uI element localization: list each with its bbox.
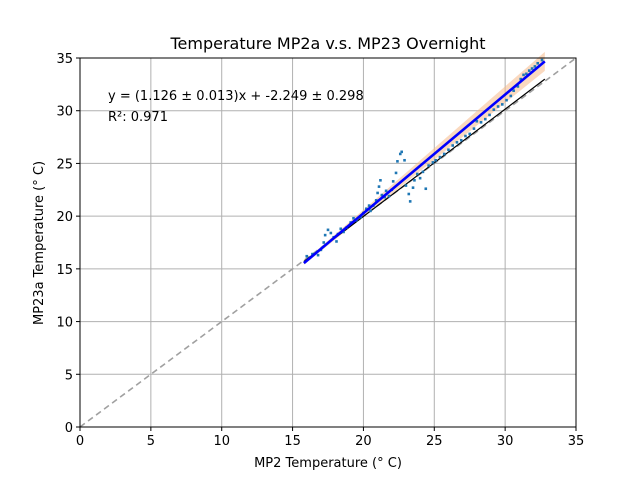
data-point — [459, 138, 463, 142]
plot-frame — [79, 57, 577, 428]
data-point — [323, 233, 327, 237]
data-point — [384, 189, 388, 193]
y-tick-label: 20 — [56, 210, 73, 225]
data-point — [387, 194, 391, 198]
x-tick-label: 20 — [355, 434, 372, 449]
data-point — [522, 73, 525, 77]
x-tick-label: 5 — [147, 434, 155, 449]
data-point — [447, 148, 450, 152]
y-axis-ticks: 0 5 10 15 20 25 30 35 — [56, 52, 80, 436]
data-point — [505, 98, 508, 102]
data-point — [509, 94, 513, 98]
data-point — [326, 228, 330, 232]
y-tick-label: 15 — [56, 263, 73, 278]
data-point — [472, 127, 476, 130]
data-point — [403, 158, 406, 162]
data-point — [352, 216, 355, 220]
x-axis-ticks: 0 5 10 15 20 25 30 35 — [76, 427, 584, 449]
data-point — [438, 155, 442, 159]
data-point — [379, 178, 382, 182]
data-point — [380, 193, 384, 197]
data-point — [519, 77, 523, 81]
data-point — [311, 252, 314, 256]
grid-lines — [79, 57, 577, 428]
data-point — [411, 186, 415, 189]
data-point — [398, 152, 402, 156]
data-point — [305, 254, 309, 258]
data-point — [400, 150, 403, 154]
data-point — [413, 178, 416, 182]
data-point — [484, 117, 487, 121]
y-tick-label: 25 — [56, 157, 73, 172]
data-point — [316, 253, 320, 257]
fit-line-segment — [303, 60, 546, 265]
data-point — [540, 58, 544, 62]
y-tick-label: 5 — [65, 368, 73, 383]
data-point — [394, 171, 398, 175]
x-tick-label: 25 — [426, 434, 443, 449]
data-point — [377, 185, 381, 188]
y-tick-label: 10 — [56, 316, 73, 331]
data-point — [527, 69, 531, 72]
data-point — [442, 152, 446, 156]
data-point — [342, 230, 345, 234]
y-tick-label: 0 — [65, 421, 73, 436]
data-point — [431, 161, 435, 164]
data-point — [396, 160, 399, 163]
data-point — [364, 207, 368, 211]
x-axis-label: MP2 Temperature (° C) — [254, 456, 402, 471]
data-point — [376, 191, 379, 195]
data-point — [496, 105, 500, 108]
data-point — [339, 227, 343, 231]
x-tick-label: 30 — [497, 434, 514, 449]
data-point — [408, 200, 412, 203]
data-point — [418, 176, 422, 180]
data-point — [475, 119, 479, 123]
data-point — [367, 204, 371, 207]
y-axis-label: MP23a Temperature (° C) — [32, 161, 47, 325]
data-point — [492, 108, 496, 111]
identity-line — [80, 58, 576, 427]
data-point — [374, 199, 378, 202]
data-point — [434, 158, 438, 162]
data-point — [516, 85, 520, 88]
r-squared-annotation: R²: 0.971 — [108, 110, 168, 125]
data-point — [427, 164, 430, 167]
data-point — [501, 103, 504, 106]
data-point — [322, 241, 326, 244]
data-point — [468, 132, 472, 136]
x-tick-label: 0 — [76, 434, 84, 449]
y-tick-label: 35 — [56, 52, 73, 67]
data-point — [464, 134, 467, 138]
data-point — [533, 65, 537, 68]
data-point — [451, 144, 455, 147]
data-point — [525, 72, 528, 76]
data-point — [488, 113, 491, 117]
data-point — [512, 89, 515, 92]
data-point — [479, 121, 483, 124]
fit-equation-annotation: y = (1.126 ± 0.013)x + -2.249 ± 0.298 — [108, 89, 364, 104]
data-point — [530, 67, 534, 70]
data-point — [455, 141, 459, 144]
data-point — [335, 240, 338, 243]
chart-title: Temperature MP2a v.s. MP23 Overnight — [169, 34, 485, 53]
x-tick-label: 15 — [284, 434, 301, 449]
data-point — [369, 209, 372, 213]
data-point — [404, 184, 408, 187]
data-point — [415, 172, 419, 176]
data-point — [407, 192, 411, 196]
data-point — [536, 61, 540, 65]
identity-line-segment — [80, 58, 576, 427]
data-point — [421, 170, 425, 174]
data-point — [424, 187, 428, 191]
data-point — [391, 180, 395, 183]
x-tick-label: 35 — [568, 434, 585, 449]
x-tick-label: 10 — [213, 434, 230, 449]
fit-line — [303, 60, 546, 265]
data-point — [329, 231, 333, 235]
y-tick-label: 30 — [56, 105, 73, 120]
